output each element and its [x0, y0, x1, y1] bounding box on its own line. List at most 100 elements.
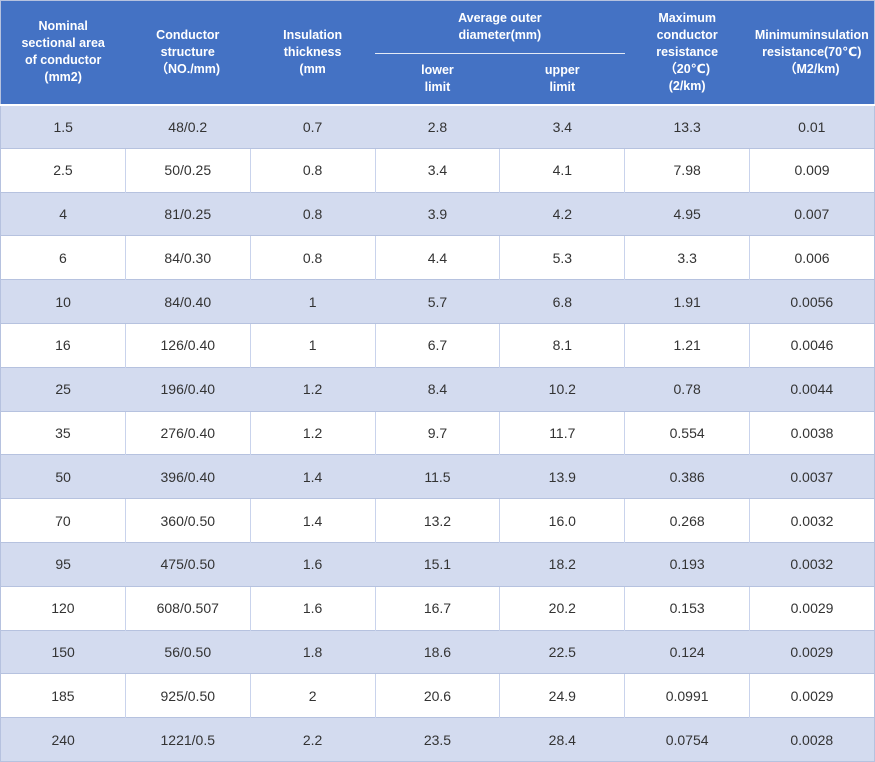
table-cell: 0.009: [749, 147, 875, 193]
table-body: 1.5 48/0.2 0.7 2.8 3.4 13.3 0.01 2.5 50/0.25 0.8 3…: [0, 104, 875, 762]
table-cell: 185: [0, 673, 126, 718]
table-cell: 1.91: [624, 279, 750, 324]
header-nominal-sectional-area: Nominal sectional area of conductor (mm2…: [0, 0, 126, 106]
table-cell: 240: [0, 717, 126, 762]
table-cell: 13.9: [499, 454, 625, 499]
table-cell: 70: [0, 498, 126, 543]
table-cell: 5.3: [499, 235, 625, 280]
table-cell: 1.4: [249, 498, 376, 543]
table-row: 120 608/0.507 1.6 16.7 20.2 0.153 0.0029: [0, 585, 875, 631]
table-cell: 2.8: [375, 104, 500, 149]
table-cell: 0.153: [624, 585, 750, 631]
table-cell: 0.0029: [749, 629, 875, 674]
table-cell: 28.4: [499, 717, 625, 762]
table-cell: 4.2: [499, 191, 625, 236]
table-cell: 8.4: [375, 366, 500, 412]
table-cell: 0.006: [749, 235, 875, 280]
table-row: 10 84/0.40 1 5.7 6.8 1.91 0.0056: [0, 279, 875, 324]
table-cell: 196/0.40: [125, 366, 251, 412]
table-row: 25 196/0.40 1.2 8.4 10.2 0.78 0.0044: [0, 366, 875, 412]
table-cell: 0.0991: [624, 673, 750, 718]
table-cell: 0.8: [249, 235, 376, 280]
table-cell: 1: [249, 322, 376, 368]
table-row: 95 475/0.50 1.6 15.1 18.2 0.193 0.0032: [0, 541, 875, 587]
table-row: 4 81/0.25 0.8 3.9 4.2 4.95 0.007: [0, 191, 875, 236]
table-cell: 1.2: [250, 366, 376, 412]
table-cell: 0.007: [749, 191, 875, 236]
table-cell: 0.0037: [749, 454, 875, 499]
header-conductor-structure: Conductor structure （NO./mm): [125, 0, 251, 106]
table-cell: 16: [0, 322, 126, 368]
table-row: 35 276/0.40 1.2 9.7 11.7 0.554 0.0038: [0, 410, 875, 455]
table-cell: 0.0028: [749, 717, 875, 762]
table-cell: 475/0.50: [125, 541, 251, 587]
table-row: 50 396/0.40 1.4 11.5 13.9 0.386 0.0037: [0, 454, 875, 499]
table-row: 1.5 48/0.2 0.7 2.8 3.4 13.3 0.01: [0, 104, 875, 149]
table-row: 6 84/0.30 0.8 4.4 5.3 3.3 0.006: [0, 235, 875, 280]
table-cell: 1221/0.5: [125, 717, 251, 762]
header-lower-limit: lower limit: [375, 53, 500, 106]
table-cell: 18.2: [499, 541, 625, 587]
table-cell: 4.1: [499, 147, 625, 193]
header-max-conductor-resistance: Maximum conductor resistance （20℃) (2/km…: [624, 0, 750, 106]
table-cell: 126/0.40: [124, 322, 251, 368]
table-cell: 360/0.50: [124, 498, 251, 543]
header-insulation-thickness: Insulation thickness (mm: [250, 0, 376, 106]
table-row: 150 56/0.50 1.8 18.6 22.5 0.124 0.0029: [0, 629, 875, 674]
table-row: 240 1221/0.5 2.2 23.5 28.4 0.0754 0.0028: [0, 717, 875, 762]
table-cell: 50: [0, 454, 126, 499]
table-cell: 7.98: [624, 147, 750, 193]
table-cell: 0.0044: [749, 366, 875, 412]
table-header: Nominal sectional area of conductor (mm2…: [0, 0, 875, 106]
table-cell: 9.7: [374, 410, 500, 455]
table-cell: 15.1: [375, 541, 500, 587]
table-cell: 11.5: [375, 454, 500, 499]
table-cell: 608/0.507: [124, 585, 251, 631]
table-cell: 0.0046: [749, 322, 875, 368]
table-cell: 81/0.25: [125, 191, 251, 236]
table-cell: 2.2: [250, 717, 376, 762]
table-cell: 1.4: [250, 454, 376, 499]
table-cell: 13.3: [624, 104, 750, 149]
table-cell: 84/0.40: [125, 279, 251, 324]
table-cell: 0.124: [624, 629, 750, 674]
table-cell: 0.0029: [749, 585, 875, 631]
table-cell: 3.4: [499, 104, 625, 149]
table-cell: 23.5: [375, 717, 500, 762]
table-cell: 4.95: [624, 191, 750, 236]
table-row: 185 925/0.50 2 20.6 24.9 0.0991 0.0029: [0, 673, 875, 718]
header-upper-limit: upper limit: [499, 53, 625, 106]
table-cell: 0.8: [249, 147, 376, 193]
table-cell: 35: [0, 410, 126, 455]
table-cell: 4.4: [374, 235, 500, 280]
table-cell: 24.9: [499, 673, 625, 718]
header-average-outer-diameter: Average outer diameter(mm): [375, 0, 625, 54]
table-cell: 2.5: [0, 147, 126, 193]
header-min-insulation-resistance: Minimuminsulation resistance(70℃) （M2/km…: [749, 0, 875, 106]
table-cell: 0.193: [624, 541, 750, 587]
table-cell: 0.0038: [749, 410, 875, 455]
table-cell: 276/0.40: [124, 410, 251, 455]
table-cell: 84/0.30: [124, 235, 251, 280]
table-cell: 0.01: [749, 104, 875, 149]
table-cell: 8.1: [499, 322, 625, 368]
table-cell: 10.2: [499, 366, 625, 412]
table-cell: 1.5: [0, 104, 126, 149]
table-row: 16 126/0.40 1 6.7 8.1 1.21 0.0046: [0, 322, 875, 368]
table-cell: 1.2: [249, 410, 376, 455]
table-cell: 13.2: [374, 498, 500, 543]
table-cell: 16.0: [499, 498, 625, 543]
table-cell: 3.3: [624, 235, 750, 280]
table-cell: 0.0032: [749, 541, 875, 587]
table-cell: 5.7: [375, 279, 500, 324]
table-row: 70 360/0.50 1.4 13.2 16.0 0.268 0.0032: [0, 498, 875, 543]
table-cell: 396/0.40: [125, 454, 251, 499]
table-cell: 925/0.50: [124, 673, 251, 718]
table-cell: 1.21: [624, 322, 750, 368]
table-cell: 1.6: [250, 541, 376, 587]
table-cell: 50/0.25: [124, 147, 251, 193]
table-cell: 0.8: [250, 191, 376, 236]
table-cell: 20.6: [374, 673, 500, 718]
